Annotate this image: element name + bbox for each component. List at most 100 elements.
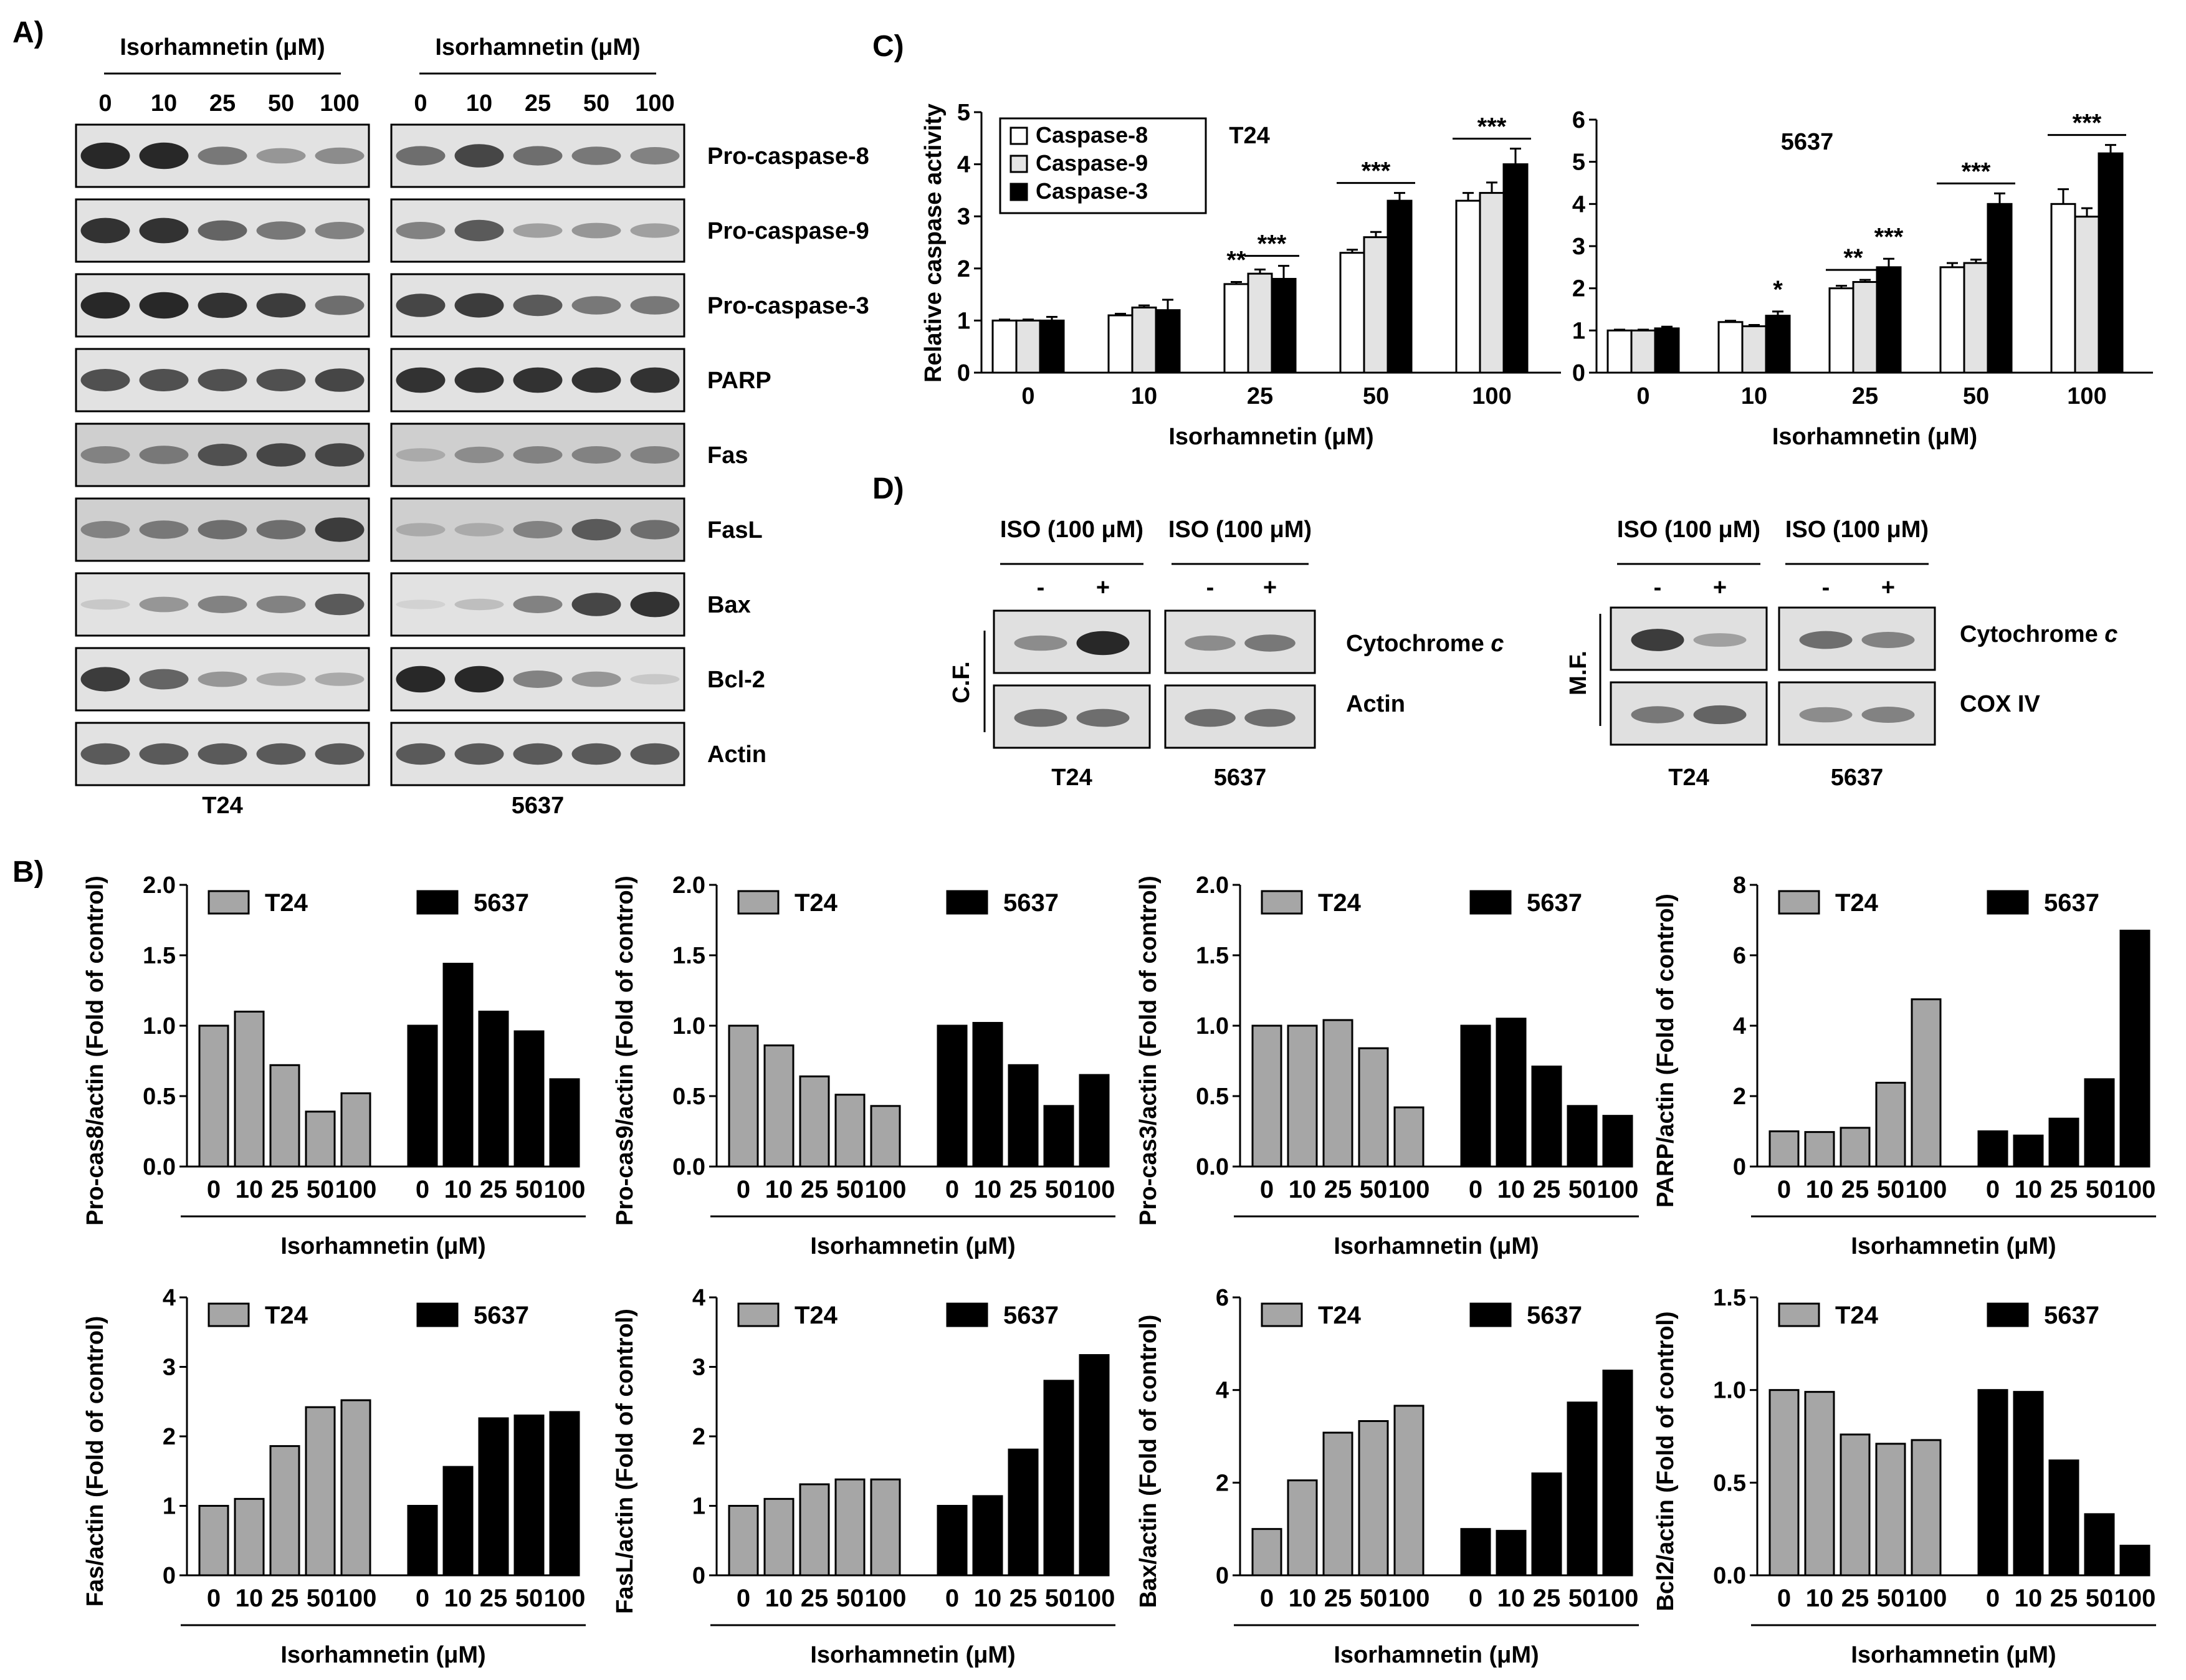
- bar-b2-T24-25: [799, 1075, 830, 1168]
- y-tick-label-b8-1: 0.5: [1713, 1470, 1746, 1496]
- y-tick-label-b2-2: 1.0: [672, 1013, 705, 1039]
- y-tick-label-b6-2: 2: [692, 1424, 705, 1450]
- blot-band-t24-row2-lane0: [80, 292, 130, 319]
- bar-c-5637-Caspase-9-10: [1741, 325, 1767, 374]
- legend-label-b2-T24: T24: [795, 889, 838, 917]
- blot-band-t24-row0-lane3: [256, 148, 306, 164]
- bar-c-t24-Caspase-9-10: [1131, 307, 1157, 374]
- x-tick-label-c-5637-25: 25: [1852, 383, 1878, 409]
- bar-b4-5637-50: [2084, 1078, 2115, 1168]
- protein-label-3: PARP: [707, 368, 771, 394]
- blot-band-5637-row2-lane1: [454, 293, 504, 318]
- bar-c-5637-Caspase-3-10: [1765, 315, 1791, 374]
- bar-c-t24-Caspase-3-50: [1387, 199, 1413, 374]
- x-tick-label-b4-T24-0: 0: [1777, 1176, 1791, 1203]
- chart-title-c-t24: T24: [1229, 123, 1269, 149]
- bar-b6-T24-0: [728, 1505, 759, 1577]
- actin-label-cf: Actin: [1346, 691, 1405, 717]
- blot-band-t24-row4-lane0: [80, 446, 130, 464]
- blot-band-5637-row5-lane1: [454, 523, 504, 537]
- x-tick-label-b3-5637-50: 50: [1568, 1176, 1597, 1203]
- y-tick-label-c-5637-0: 0: [1572, 360, 1585, 386]
- blot-band-t24-row0-lane0: [80, 142, 130, 169]
- blot-band-5637-row8-lane1: [454, 743, 504, 765]
- y-tick-label-b5-4: 4: [163, 1285, 176, 1311]
- y-tick-label-c-5637-1: 1: [1572, 318, 1585, 344]
- x-tick-label-b2-T24-10: 10: [765, 1176, 793, 1203]
- blot-band-t24-row2-lane3: [256, 293, 306, 318]
- y-tick-label-b6-4: 4: [692, 1285, 705, 1311]
- minus-label-cf-t24: -: [1037, 575, 1045, 601]
- y-tick-label-b5-3: 3: [163, 1355, 176, 1381]
- dose-label-5637-10: 10: [466, 90, 492, 117]
- y-tick-label-b6-3: 3: [692, 1355, 705, 1381]
- legend-swatch-b8-5637: [1987, 1302, 2029, 1327]
- bar-b4-T24-25: [1840, 1127, 1871, 1168]
- blot-band-5637-row8-lane0: [396, 743, 446, 765]
- western-cell-label-5637: 5637: [512, 793, 565, 819]
- plus-label-cf-t24: +: [1096, 575, 1110, 601]
- legend-label-b1-T24: T24: [265, 889, 308, 917]
- bar-b1-T24-50: [305, 1110, 336, 1168]
- x-tick-label-b1-5637-0: 0: [416, 1176, 429, 1203]
- bar-b4-T24-10: [1804, 1131, 1835, 1168]
- bar-c-5637-Caspase-8-50: [1939, 266, 1965, 374]
- x-tick-label-c-5637-50: 50: [1963, 383, 1989, 409]
- bar-c-t24-Caspase-8-10: [1107, 314, 1134, 374]
- x-tick-label-b6-T24-25: 25: [801, 1585, 829, 1612]
- legend-swatch-b5-T24: [208, 1302, 250, 1327]
- bar-b1-5637-25: [478, 1010, 509, 1168]
- y-tick-label-b1-4: 2.0: [143, 872, 176, 899]
- x-tick-label-b5-T24-25: 25: [271, 1585, 299, 1612]
- blot-band-5637-row0-lane3: [571, 146, 621, 165]
- bar-b1-5637-100: [549, 1078, 580, 1168]
- bar-c-t24-Caspase-8-50: [1339, 252, 1365, 374]
- y-tick-label-b3-1: 0.5: [1196, 1084, 1229, 1110]
- blot-band-t24-row1-lane1: [139, 217, 189, 244]
- x-tick-label-b6-5637-25: 25: [1009, 1585, 1038, 1612]
- bar-b7-T24-0: [1251, 1528, 1282, 1577]
- bar-b3-5637-50: [1567, 1105, 1598, 1168]
- blot-band-5637-row1-lane1: [454, 219, 504, 242]
- blot-band-5637-row6-lane2: [513, 596, 563, 613]
- blot-band-t24-row3-lane1: [139, 369, 189, 391]
- y-tick-label-c-5637-6: 6: [1572, 107, 1585, 133]
- legend-label-b4-T24: T24: [1835, 889, 1879, 917]
- bar-b5-T24-25: [269, 1445, 300, 1577]
- legend-swatch-b3-5637: [1469, 890, 1512, 915]
- x-tick-label-b6-5637-100: 100: [1074, 1585, 1115, 1612]
- legend-swatch-b2-T24: [737, 890, 780, 915]
- dblot-band-cf-t24-row0-lane1: [1076, 631, 1130, 656]
- legend-swatch-b6-5637: [946, 1302, 988, 1327]
- x-axis-title-b7: Isorhamnetin (μM): [1334, 1642, 1539, 1668]
- x-tick-label-b3-5637-10: 10: [1497, 1176, 1525, 1203]
- panel-label-b: B): [12, 856, 44, 889]
- bar-c-t24-Caspase-9-100: [1479, 192, 1505, 374]
- x-tick-label-c-t24-0: 0: [1021, 383, 1034, 409]
- x-tick-label-b4-5637-25: 25: [2050, 1176, 2078, 1203]
- x-tick-label-b2-5637-0: 0: [945, 1176, 959, 1203]
- legend-label-b8-T24: T24: [1835, 1302, 1879, 1329]
- bar-b6-5637-25: [1008, 1448, 1039, 1577]
- western-title-5637: Isorhamnetin (μM): [435, 34, 640, 60]
- x-tick-label-b5-T24-50: 50: [307, 1585, 335, 1612]
- legend-swatch-b5-5637: [416, 1302, 459, 1327]
- x-tick-label-b3-T24-25: 25: [1324, 1176, 1352, 1203]
- x-tick-label-b2-5637-100: 100: [1074, 1176, 1115, 1203]
- y-tick-label-b4-4: 8: [1733, 872, 1746, 899]
- dose-label-t24-10: 10: [151, 90, 177, 117]
- iso-label-mf-t24: ISO (100 μM): [1617, 517, 1760, 543]
- legend-frame: [999, 117, 1207, 214]
- minus-label-mf-5637: -: [1822, 575, 1830, 601]
- x-tick-label-b2-T24-50: 50: [836, 1176, 864, 1203]
- legend-label-b6-T24: T24: [795, 1302, 838, 1329]
- legend-swatch-b4-5637: [1987, 890, 2029, 915]
- blot-band-t24-row4-lane1: [139, 446, 189, 464]
- x-tick-label-b4-5637-50: 50: [2086, 1176, 2114, 1203]
- blot-band-t24-row5-lane3: [256, 520, 306, 540]
